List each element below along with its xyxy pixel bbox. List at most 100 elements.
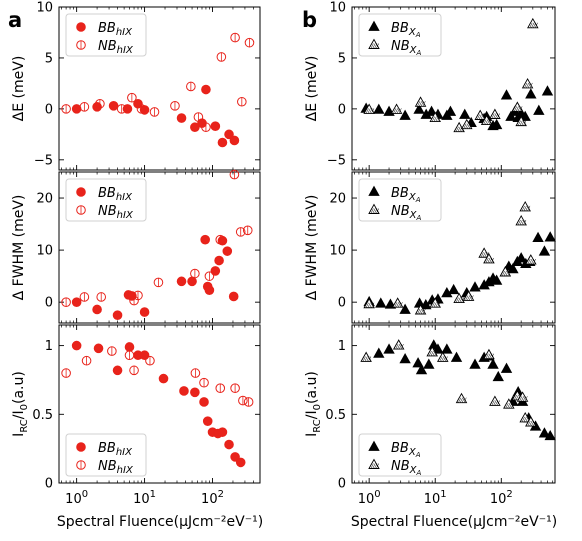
marker-hatch — [517, 396, 521, 402]
data-point-BB_XA — [423, 358, 435, 369]
marker-hatch — [434, 350, 438, 356]
marker-hatch — [520, 416, 524, 422]
marker-hatch — [489, 353, 493, 359]
data-point-BB_hIX — [217, 427, 228, 437]
legend-box — [65, 433, 147, 477]
data-point-NB_hIX — [170, 101, 180, 111]
marker-hatch — [487, 353, 491, 359]
marker-hatch — [517, 394, 521, 400]
panel-letter-b: b — [302, 8, 317, 32]
data-point-NB_hIX — [238, 395, 248, 406]
legend-marker — [368, 440, 380, 451]
marker-hatch — [435, 302, 439, 308]
data-point-NB_hIX — [133, 290, 143, 301]
marker-outline — [521, 77, 534, 89]
data-point-NB_XA — [436, 351, 449, 362]
marker-outline — [455, 392, 468, 404]
marker-hatch — [485, 119, 489, 125]
marker-outline — [414, 96, 427, 107]
marker-hatch — [531, 420, 535, 426]
data-point-NB_hIX — [145, 355, 155, 366]
marker-hatch — [533, 420, 536, 426]
marker-hatch — [520, 205, 524, 211]
marker-hatch — [491, 400, 495, 406]
data-point-NB_XA — [414, 304, 427, 315]
data-point-BB_XA — [544, 231, 556, 242]
y-axis-title-part: I — [304, 433, 320, 437]
marker-hatch — [529, 258, 533, 264]
marker-hatch — [519, 219, 523, 225]
data-point-BB_XA — [383, 343, 395, 354]
marker-hatch — [400, 343, 404, 350]
marker-hatch — [521, 396, 525, 402]
marker-hatch — [395, 108, 398, 114]
data-point-NB_hIX — [61, 104, 71, 114]
marker-outline — [489, 395, 501, 406]
legend-marker — [368, 185, 380, 196]
data-point-BB_hIX — [200, 234, 210, 245]
marker-hatch — [361, 356, 364, 362]
marker-hatch — [489, 257, 493, 263]
plot-frame — [58, 324, 261, 484]
marker-hatch — [376, 208, 380, 214]
marker-hatch — [500, 270, 504, 276]
marker-hatch — [397, 343, 401, 350]
marker-outline — [436, 351, 449, 362]
marker-hatch — [420, 101, 424, 107]
marker-hatch — [514, 394, 517, 400]
marker-outline — [525, 254, 537, 265]
data-point-BB_XA — [492, 370, 504, 382]
legend-marker — [76, 187, 86, 197]
marker-hatch — [419, 308, 422, 314]
marker-hatch — [480, 252, 484, 258]
data-point-BB_hIX — [235, 457, 246, 468]
data-point-NB_XA — [515, 215, 527, 226]
data-point-NB_XA — [525, 416, 537, 427]
data-point-BB_hIX — [229, 135, 240, 146]
marker-hatch — [477, 114, 480, 120]
marker-hatch — [523, 205, 527, 211]
data-point-NB_XA — [480, 114, 493, 126]
marker-hatch — [517, 219, 521, 225]
marker-hatch — [422, 101, 426, 107]
x-tick-label: 102 — [490, 489, 513, 507]
data-point-NB_XA — [453, 292, 465, 303]
data-point-NB_hIX — [215, 383, 226, 394]
marker-hatch — [522, 82, 526, 88]
marker-hatch — [437, 356, 441, 362]
data-point-BB_hIX — [224, 439, 234, 450]
marker-hatch — [495, 400, 499, 406]
marker-hatch — [394, 302, 398, 308]
marker-hatch — [374, 463, 378, 469]
marker-hatch — [368, 356, 372, 362]
legend-subsubscript: A — [416, 214, 422, 222]
marker-hatch — [502, 270, 505, 276]
marker-hatch — [470, 295, 474, 301]
marker-hatch — [483, 353, 487, 359]
marker-hatch — [481, 119, 485, 125]
marker-hatch — [371, 302, 375, 308]
y-tick-label: 5 — [338, 51, 346, 66]
legend-marker — [76, 442, 86, 452]
data-point-BB_XA — [538, 427, 551, 438]
marker-hatch — [372, 463, 376, 469]
data-point-NB_hIX — [129, 365, 139, 376]
marker-hatch — [521, 205, 525, 211]
marker-hatch — [517, 106, 521, 112]
marker-hatch — [458, 397, 462, 403]
y-axis-title: ΔE (meV) — [304, 56, 320, 122]
marker-hatch — [417, 101, 421, 107]
y-tick-label: 0 — [45, 102, 53, 117]
data-point-NB_hIX — [116, 104, 127, 114]
marker-hatch — [507, 270, 511, 276]
legend-box — [358, 178, 442, 222]
marker-hatch — [497, 113, 500, 119]
x-tick-exponent: 0 — [374, 489, 380, 500]
data-point-NB_hIX — [215, 234, 226, 245]
y-tick-label: −5 — [327, 153, 346, 168]
marker-hatch — [422, 308, 426, 314]
data-point-NB_hIX — [235, 227, 246, 237]
marker-hatch — [430, 350, 434, 356]
x-tick-label: 101 — [133, 489, 156, 507]
